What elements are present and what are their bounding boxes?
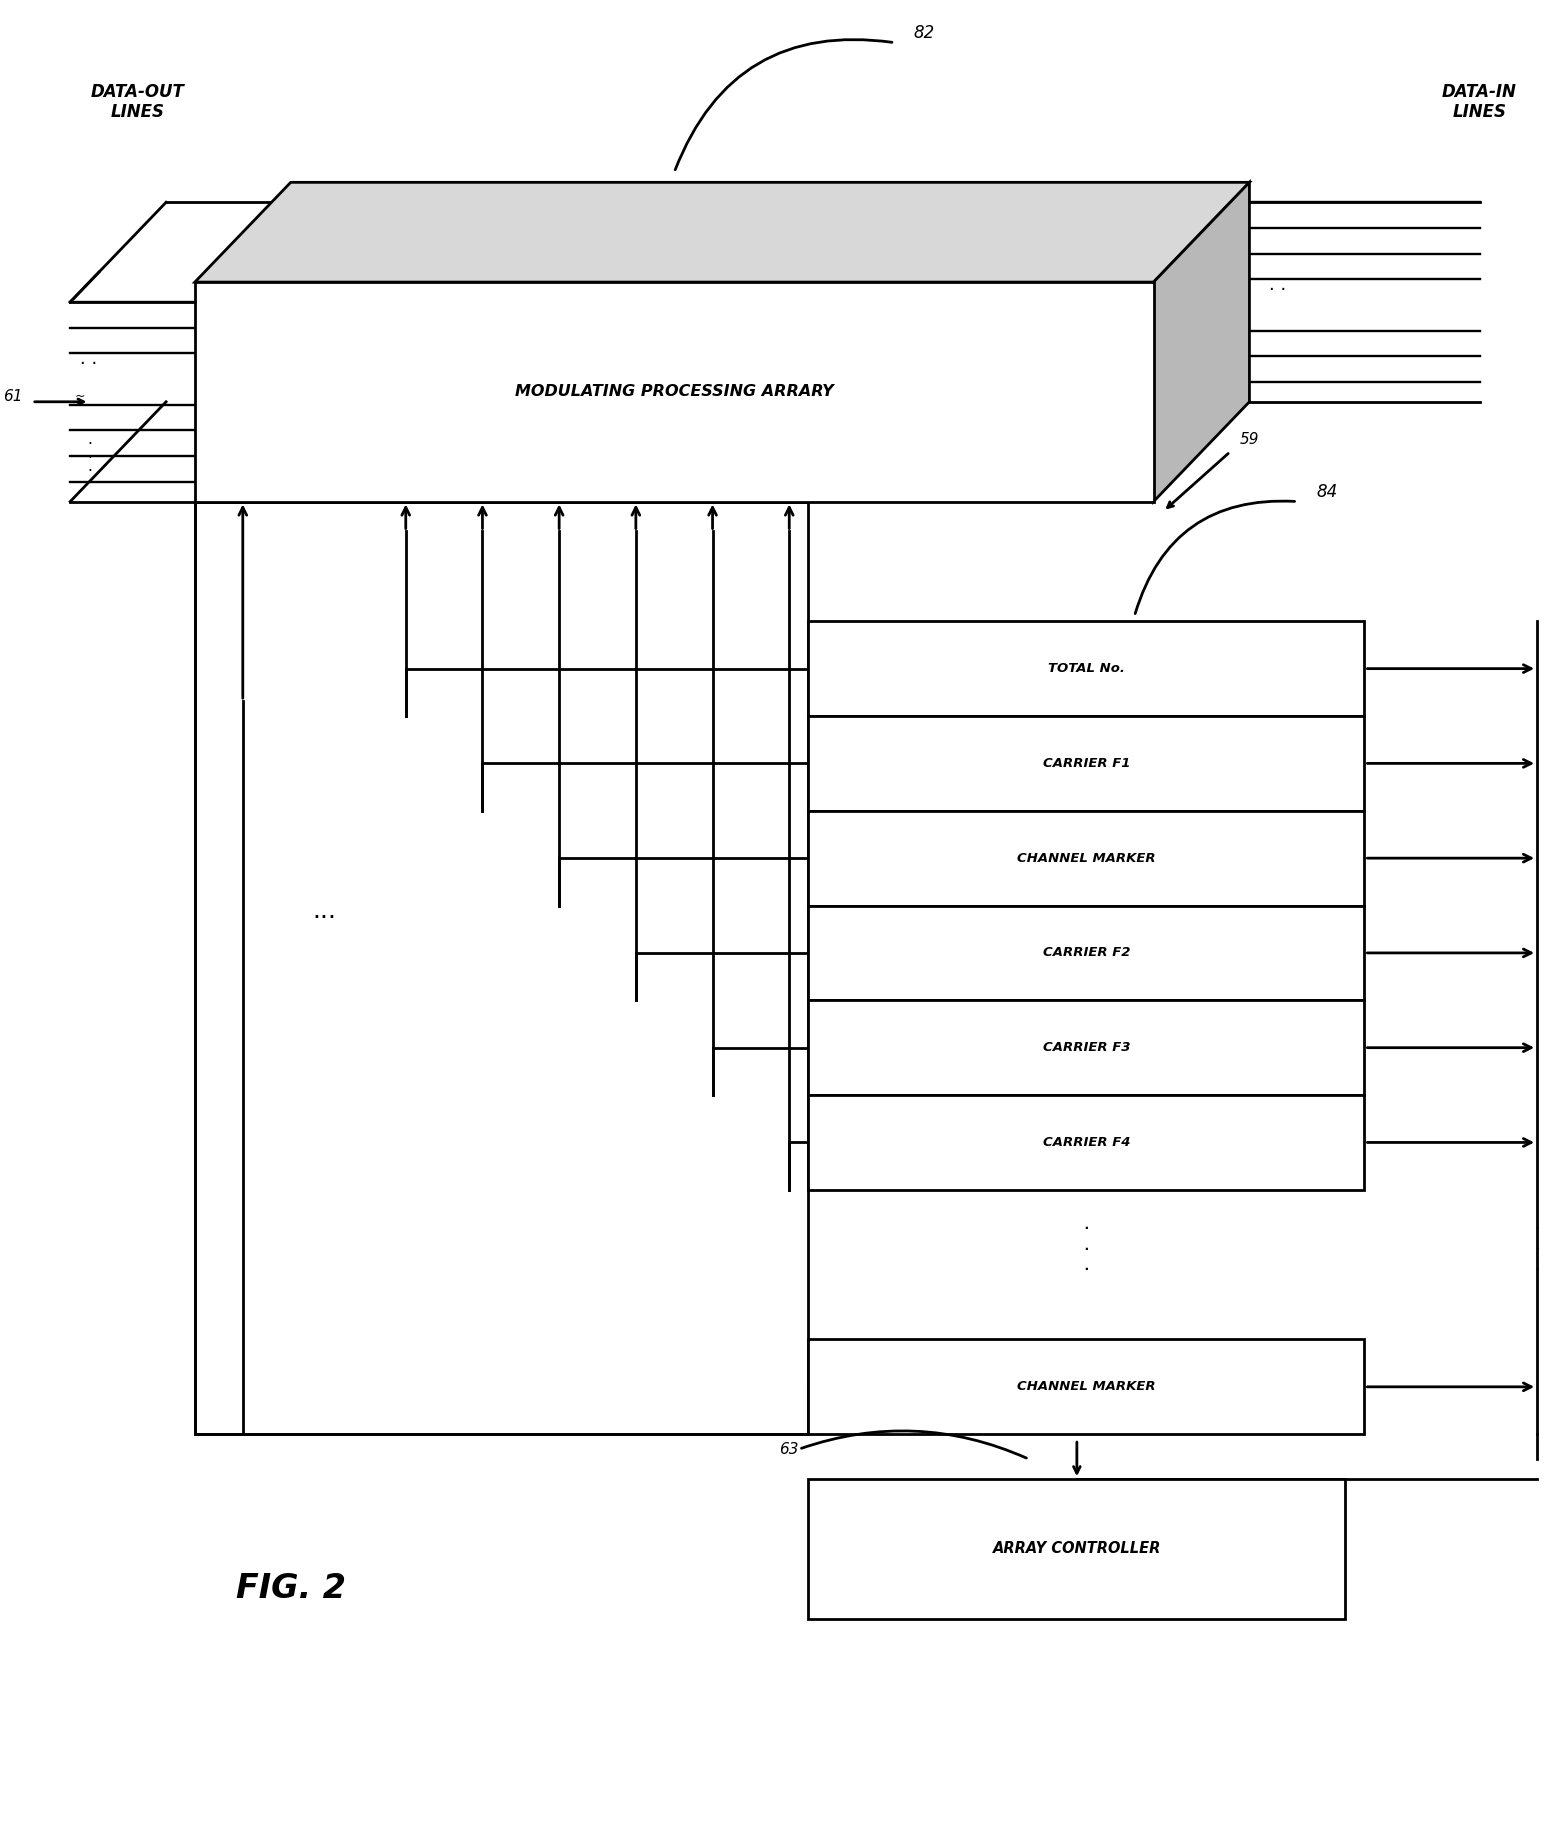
- Text: CARRIER F3: CARRIER F3: [1043, 1042, 1130, 1055]
- Bar: [809, 716, 1364, 810]
- Text: 63: 63: [780, 1442, 798, 1456]
- Text: DATA-IN
LINES: DATA-IN LINES: [1442, 83, 1517, 122]
- Bar: [809, 906, 1364, 1000]
- Text: ~: ~: [75, 390, 86, 403]
- Text: 84: 84: [1316, 482, 1338, 501]
- Text: · ·: · ·: [1269, 282, 1286, 298]
- Text: FIG. 2: FIG. 2: [235, 1572, 346, 1605]
- Polygon shape: [195, 182, 1249, 282]
- Text: CHANNEL MARKER: CHANNEL MARKER: [1016, 852, 1155, 865]
- Polygon shape: [1154, 182, 1249, 501]
- Text: CHANNEL MARKER: CHANNEL MARKER: [1016, 1381, 1155, 1394]
- Text: 59: 59: [1239, 431, 1260, 447]
- Text: ·
·
·: · · ·: [1534, 1221, 1540, 1279]
- Text: 82: 82: [914, 24, 935, 42]
- Text: CARRIER F2: CARRIER F2: [1043, 946, 1130, 959]
- Bar: [809, 1340, 1364, 1434]
- Text: 61: 61: [3, 388, 22, 405]
- Polygon shape: [195, 282, 1154, 501]
- Text: CARRIER F1: CARRIER F1: [1043, 757, 1130, 770]
- Text: ·
·
·: · · ·: [1084, 1221, 1090, 1279]
- Text: ·
·
·: · · ·: [87, 436, 92, 479]
- Text: CARRIER F4: CARRIER F4: [1043, 1136, 1130, 1149]
- Bar: [809, 1478, 1345, 1618]
- Text: DATA-OUT
LINES: DATA-OUT LINES: [90, 83, 184, 122]
- Text: TOTAL No.: TOTAL No.: [1048, 663, 1126, 676]
- Text: ·
·
·: · · ·: [1084, 1221, 1090, 1279]
- Text: ···: ···: [312, 906, 337, 930]
- Bar: [809, 1000, 1364, 1095]
- Bar: [809, 810, 1364, 906]
- Bar: [809, 620, 1364, 716]
- Bar: [809, 1095, 1364, 1189]
- Text: · ·: · ·: [80, 355, 97, 374]
- Text: MODULATING PROCESSING ARRARY: MODULATING PROCESSING ARRARY: [514, 385, 834, 399]
- Text: ARRAY CONTROLLER: ARRAY CONTROLLER: [993, 1541, 1161, 1556]
